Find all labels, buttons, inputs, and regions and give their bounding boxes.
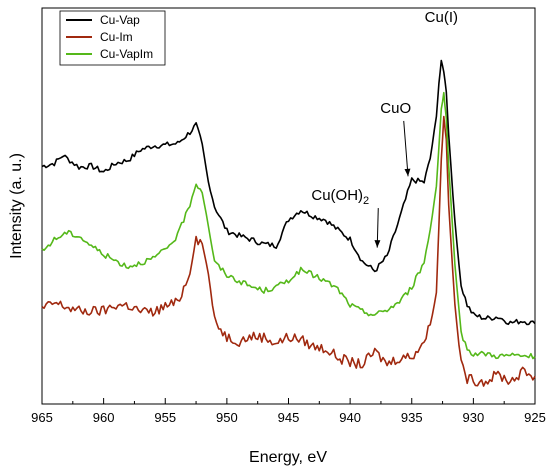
annotation-arrowhead-cuoh2 bbox=[374, 240, 381, 248]
series-line-cu-im bbox=[41, 115, 536, 387]
legend-label-cu-im: Cu-Im bbox=[100, 30, 133, 44]
annotations: Cu(I) CuO Cu(OH)2 bbox=[311, 9, 458, 248]
x-axis-title: Energy, eV bbox=[249, 449, 327, 466]
x-tick-label: 935 bbox=[401, 410, 423, 425]
legend-label-cu-vapim: Cu-VapIm bbox=[100, 47, 153, 61]
annotation-cuo: CuO bbox=[380, 100, 411, 117]
y-axis-title: Intensity (a. u.) bbox=[8, 153, 25, 259]
annotation-arrow-cuo bbox=[403, 120, 409, 177]
x-tick-label: 930 bbox=[463, 410, 485, 425]
x-tick-label: 940 bbox=[339, 410, 361, 425]
x-tick-label: 950 bbox=[216, 410, 238, 425]
series-layer bbox=[41, 59, 536, 387]
legend: Cu-Vap Cu-Im Cu-VapIm bbox=[59, 10, 166, 66]
annotation-cuoh2: Cu(OH)2 bbox=[311, 187, 369, 207]
x-tick-label: 960 bbox=[93, 410, 115, 425]
series-line-cu-vap bbox=[41, 59, 536, 326]
x-axis-tick-labels: 965 960 955 950 945 940 935 930 925 bbox=[31, 410, 546, 425]
x-tick-label: 965 bbox=[31, 410, 53, 425]
series-line-cu-vapim bbox=[41, 91, 536, 360]
x-tick-label: 925 bbox=[524, 410, 546, 425]
annotation-arrowhead-cuo bbox=[404, 168, 411, 177]
annotation-cu1: Cu(I) bbox=[425, 9, 458, 26]
legend-label-cu-vap: Cu-Vap bbox=[100, 13, 140, 27]
x-axis-ticks bbox=[41, 398, 536, 404]
x-tick-label: 945 bbox=[278, 410, 300, 425]
x-tick-label: 955 bbox=[154, 410, 176, 425]
plot-area-frame bbox=[41, 7, 536, 405]
